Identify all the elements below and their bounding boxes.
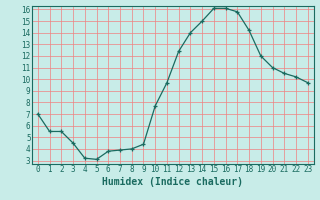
X-axis label: Humidex (Indice chaleur): Humidex (Indice chaleur) [102, 177, 243, 187]
